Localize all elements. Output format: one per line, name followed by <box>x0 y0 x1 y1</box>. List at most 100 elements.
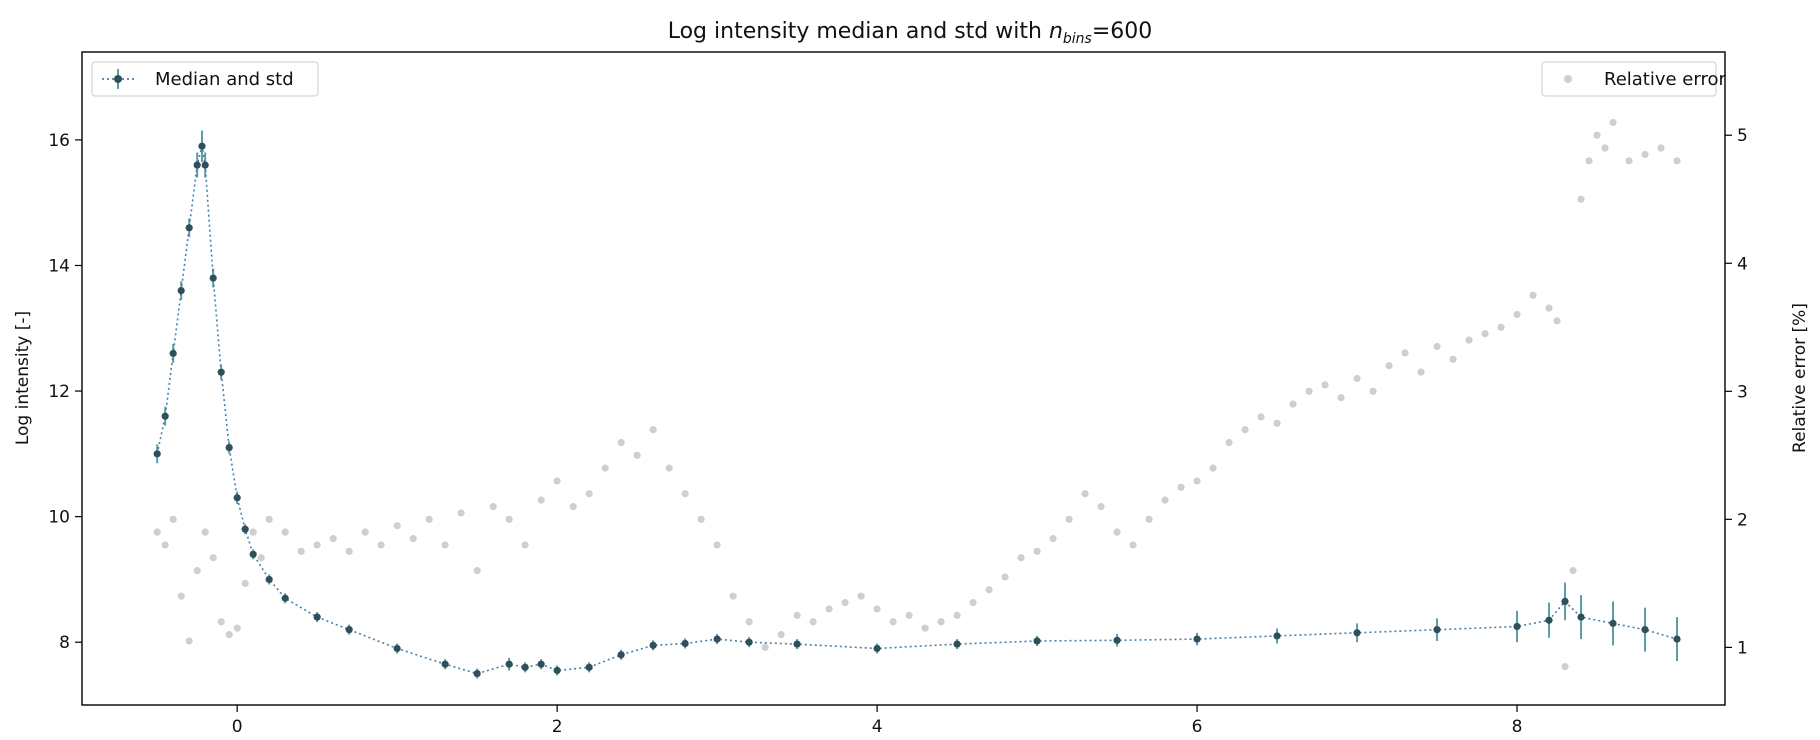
relative-error-point <box>1465 336 1473 344</box>
median-point <box>233 494 241 502</box>
relative-error-point <box>457 509 465 517</box>
median-point <box>617 651 625 659</box>
x-tick-label: 6 <box>1192 717 1203 737</box>
relative-error-point <box>1081 490 1089 498</box>
relative-error-point <box>1673 157 1681 165</box>
median-point <box>793 640 801 648</box>
relative-error-point <box>1321 381 1329 389</box>
x-tick-label: 2 <box>552 717 563 737</box>
relative-error-point <box>1241 426 1249 434</box>
y-axis-right-label: Relative error [%] <box>1790 303 1810 453</box>
median-point <box>1577 613 1585 621</box>
relative-error-point <box>249 528 257 536</box>
relative-error-point <box>1577 195 1585 203</box>
relative-error-point <box>1593 131 1601 139</box>
relative-error-point <box>585 490 593 498</box>
y-right-tick-label: 2 <box>1737 510 1748 530</box>
legend-relative-error-marker-swatch <box>1564 75 1572 83</box>
x-tick-label: 4 <box>872 717 883 737</box>
relative-error-point <box>1481 330 1489 338</box>
relative-error-point <box>1353 374 1361 383</box>
chart-title: Log intensity median and std with nbins=… <box>668 19 1153 47</box>
relative-error-point <box>177 592 185 600</box>
relative-error-point <box>265 515 273 523</box>
relative-error-point <box>985 586 993 594</box>
relative-error-point <box>1553 317 1561 325</box>
x-axis: 0 2 4 6 8 <box>232 705 1522 737</box>
relative-error-point <box>185 637 193 645</box>
relative-error-point <box>169 515 177 523</box>
legend-median-label: Median and std <box>155 69 294 90</box>
relative-error-point <box>1401 349 1409 357</box>
relative-error-point <box>1585 157 1593 165</box>
median-markers <box>153 142 1681 678</box>
relative-error-point <box>1209 464 1217 472</box>
relative-error-point <box>241 579 249 587</box>
y-left-tick-label: 10 <box>48 508 70 528</box>
relative-error-point <box>1497 323 1505 331</box>
median-point <box>1673 635 1681 643</box>
legend-relative-error: Relative error <box>1541 61 1726 97</box>
relative-error-point <box>161 541 169 549</box>
relative-error-point <box>1033 547 1041 555</box>
relative-error-point <box>601 464 609 472</box>
relative-error-point <box>1609 118 1617 127</box>
relative-error-point <box>209 554 217 562</box>
relative-error-point <box>393 522 401 530</box>
relative-error-point <box>537 496 545 504</box>
median-point <box>185 224 193 232</box>
median-point <box>1545 616 1553 624</box>
median-line <box>156 146 1678 675</box>
y-right-tick-label: 1 <box>1737 638 1748 658</box>
median-point <box>1433 626 1441 634</box>
relative-error-point <box>1065 515 1073 523</box>
relative-error-point <box>153 528 161 536</box>
relative-error-point <box>569 502 577 511</box>
relative-error-point <box>313 541 321 549</box>
median-point <box>198 142 206 150</box>
y-axis-left: 8 10 12 14 16 <box>48 131 82 653</box>
y-right-tick-label: 4 <box>1737 254 1748 274</box>
legend-median-marker-swatch <box>114 75 122 83</box>
relative-error-point <box>489 502 497 511</box>
relative-error-point <box>617 438 625 447</box>
relative-error-point <box>193 566 201 575</box>
relative-error-point <box>1305 387 1313 395</box>
relative-error-point <box>1529 291 1537 299</box>
y-axis-right: 1 2 3 4 5 <box>1725 126 1748 658</box>
relative-error-point <box>1113 528 1121 536</box>
relative-error-point <box>1193 477 1201 485</box>
relative-error-point <box>1145 515 1153 523</box>
relative-error-point <box>1273 419 1281 427</box>
relative-error-point <box>857 592 865 600</box>
relative-error-point <box>217 618 225 626</box>
chart-title-sub: bins <box>1063 31 1092 47</box>
relative-error-point <box>1513 310 1521 319</box>
y-right-tick-label: 3 <box>1737 382 1748 402</box>
relative-error-point <box>697 515 705 523</box>
relative-error-point <box>1177 483 1185 491</box>
y-axis-left-label: Log intensity [-] <box>13 311 33 445</box>
relative-error-point <box>777 630 785 639</box>
relative-error-point <box>1569 566 1577 575</box>
relative-error-point <box>1369 387 1377 395</box>
median-point <box>1609 619 1617 627</box>
relative-error-point <box>441 541 449 549</box>
median-point <box>393 644 401 653</box>
median-point <box>585 663 593 671</box>
legend-relative-error-label: Relative error <box>1604 69 1726 90</box>
y-left-tick-label: 12 <box>48 382 70 402</box>
legend-median: Median and std <box>91 61 319 97</box>
legend-relative-error-box <box>1541 61 1717 97</box>
relative-error-point <box>1545 304 1553 312</box>
relative-error-point <box>1337 394 1345 402</box>
relative-error-point <box>1097 502 1105 511</box>
median-point <box>681 639 689 648</box>
median-point <box>281 594 289 602</box>
median-point <box>225 443 233 452</box>
relative-error-point <box>953 611 961 619</box>
median-point <box>1193 635 1201 643</box>
median-point <box>713 635 721 643</box>
median-point <box>873 644 881 653</box>
